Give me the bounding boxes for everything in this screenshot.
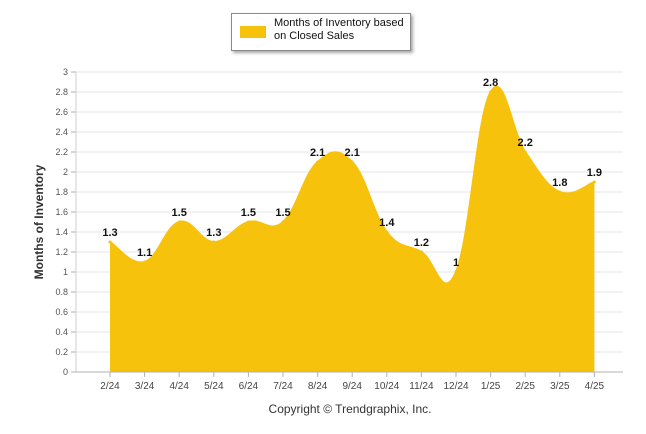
- data-label: 1.5: [172, 207, 187, 219]
- data-label: 1.4: [379, 217, 395, 229]
- x-tick-label: 4/25: [585, 381, 605, 392]
- data-point: [523, 150, 527, 154]
- y-tick-label: 2: [63, 167, 68, 177]
- x-tick-label: 10/24: [374, 381, 399, 392]
- area-series-line: [109, 85, 595, 285]
- x-tick-label: 1/25: [481, 381, 501, 392]
- y-tick-label: 0.8: [55, 287, 68, 297]
- x-tick-label: 5/24: [204, 381, 224, 392]
- data-label: 1: [453, 257, 459, 269]
- data-point: [212, 240, 216, 244]
- y-tick-label: 0: [63, 367, 68, 377]
- data-label: 1.2: [414, 237, 429, 249]
- data-point: [558, 190, 562, 194]
- data-point: [281, 220, 285, 224]
- data-point: [419, 250, 423, 254]
- x-tick-label: 3/24: [135, 381, 155, 392]
- y-tick-label: 3: [63, 67, 68, 77]
- data-point: [489, 90, 493, 94]
- data-label: 2.1: [345, 147, 360, 159]
- data-label: 1.3: [102, 227, 117, 239]
- data-label: 2.1: [310, 147, 325, 159]
- data-point: [143, 260, 147, 264]
- copyright-footer: Copyright © Trendgraphix, Inc.: [268, 402, 432, 416]
- legend-swatch: [240, 26, 266, 38]
- data-label: 1.9: [587, 167, 602, 179]
- y-tick-label: 1.4: [55, 227, 68, 237]
- x-tick-label: 2/25: [515, 381, 535, 392]
- legend: Months of Inventory based on Closed Sale…: [231, 13, 411, 51]
- y-tick-label: 1.2: [55, 247, 68, 257]
- data-point: [592, 180, 596, 184]
- x-tick-label: 9/24: [342, 381, 362, 392]
- data-label: 2.2: [518, 137, 533, 149]
- y-tick-label: 1: [63, 267, 68, 277]
- data-point: [246, 220, 250, 224]
- data-point: [108, 240, 112, 244]
- x-tick-label: 6/24: [239, 381, 259, 392]
- data-label: 2.8: [483, 77, 498, 89]
- legend-label: Months of Inventory based on Closed Sale…: [274, 17, 404, 42]
- y-tick-label: 0.2: [55, 347, 68, 357]
- area-series: [110, 86, 595, 372]
- x-tick-label: 11/24: [409, 381, 434, 392]
- data-label: 1.8: [552, 177, 567, 189]
- y-tick-label: 2.6: [55, 107, 68, 117]
- x-tick-label: 8/24: [308, 381, 328, 392]
- y-tick-label: 1.8: [55, 187, 68, 197]
- data-label: 1.1: [137, 247, 152, 259]
- y-tick-label: 0.6: [55, 307, 68, 317]
- x-tick-label: 4/24: [169, 381, 189, 392]
- x-tick-label: 7/24: [273, 381, 293, 392]
- data-point: [177, 220, 181, 224]
- data-point: [454, 270, 458, 274]
- y-tick-label: 2.8: [55, 87, 68, 97]
- y-tick-label: 2.4: [55, 127, 68, 137]
- y-axis-title: Months of Inventory: [32, 164, 46, 280]
- data-point: [316, 160, 320, 164]
- x-tick-label: 12/24: [443, 381, 468, 392]
- data-label: 1.3: [206, 227, 221, 239]
- x-tick-label: 2/24: [100, 381, 120, 392]
- y-tick-label: 2.2: [55, 147, 68, 157]
- y-tick-label: 1.6: [55, 207, 68, 217]
- data-point: [350, 160, 354, 164]
- y-tick-label: 0.4: [55, 327, 68, 337]
- x-tick-label: 3/25: [550, 381, 570, 392]
- data-label: 1.5: [241, 207, 256, 219]
- data-point: [385, 230, 389, 234]
- data-label: 1.5: [275, 207, 290, 219]
